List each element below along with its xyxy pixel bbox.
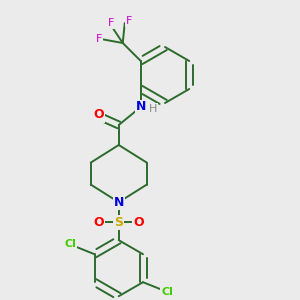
Text: N: N [114, 196, 124, 209]
Text: Cl: Cl [64, 239, 76, 249]
Text: O: O [134, 216, 144, 229]
Text: F: F [126, 16, 132, 26]
Text: Cl: Cl [161, 287, 173, 297]
Text: O: O [93, 216, 104, 229]
Text: H: H [148, 104, 157, 114]
Text: F: F [96, 34, 102, 44]
Text: O: O [93, 109, 104, 122]
Text: N: N [136, 100, 146, 113]
Text: F: F [108, 18, 114, 28]
Text: S: S [114, 216, 123, 229]
